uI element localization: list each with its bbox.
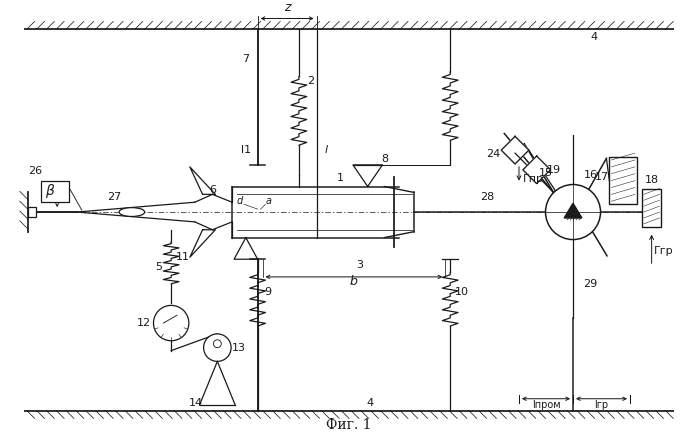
Text: 14: 14 — [189, 398, 203, 408]
Text: 26: 26 — [29, 166, 43, 176]
Circle shape — [154, 305, 189, 341]
Bar — [610, 157, 637, 204]
Bar — [642, 190, 661, 227]
Text: 1: 1 — [337, 172, 344, 183]
Ellipse shape — [119, 208, 145, 216]
Polygon shape — [501, 136, 529, 164]
Text: 3: 3 — [356, 260, 363, 270]
Circle shape — [203, 334, 231, 361]
Text: 29: 29 — [584, 279, 598, 289]
Polygon shape — [564, 203, 582, 218]
Text: 27: 27 — [107, 192, 122, 202]
Text: 19: 19 — [547, 165, 561, 175]
Text: 9: 9 — [264, 286, 271, 297]
Text: 2: 2 — [307, 77, 315, 86]
Text: l: l — [325, 145, 328, 155]
Bar — [28, 207, 36, 217]
Text: $\beta$: $\beta$ — [45, 183, 55, 201]
Text: 24: 24 — [487, 149, 500, 159]
Text: lпром: lпром — [532, 400, 561, 410]
Text: 7: 7 — [243, 54, 250, 64]
Text: 15: 15 — [538, 168, 552, 178]
Circle shape — [213, 340, 222, 348]
Text: 10: 10 — [455, 286, 469, 297]
Text: 11: 11 — [176, 252, 190, 262]
Text: 18: 18 — [644, 175, 658, 185]
Text: 4: 4 — [590, 32, 597, 42]
Text: 8: 8 — [381, 154, 388, 164]
Text: 12: 12 — [136, 318, 151, 328]
Text: 4: 4 — [366, 398, 373, 408]
Text: 5: 5 — [155, 262, 162, 272]
Text: lгр: lгр — [594, 400, 609, 410]
Text: 28: 28 — [480, 192, 495, 202]
Text: a: a — [266, 196, 271, 206]
Text: Ггр: Ггр — [654, 246, 673, 257]
Bar — [41, 180, 69, 202]
Text: d: d — [237, 196, 243, 206]
Text: l1: l1 — [240, 145, 251, 155]
Text: 17: 17 — [594, 172, 609, 182]
Polygon shape — [523, 156, 550, 183]
Text: b: b — [350, 275, 358, 288]
Text: 6: 6 — [209, 185, 216, 195]
Text: Фиг. 1: Фиг. 1 — [326, 418, 372, 432]
Circle shape — [545, 184, 600, 239]
Text: Гпр: Гпр — [523, 174, 544, 184]
Text: 13: 13 — [232, 343, 246, 352]
Text: 16: 16 — [584, 170, 598, 180]
Text: z: z — [284, 0, 290, 14]
